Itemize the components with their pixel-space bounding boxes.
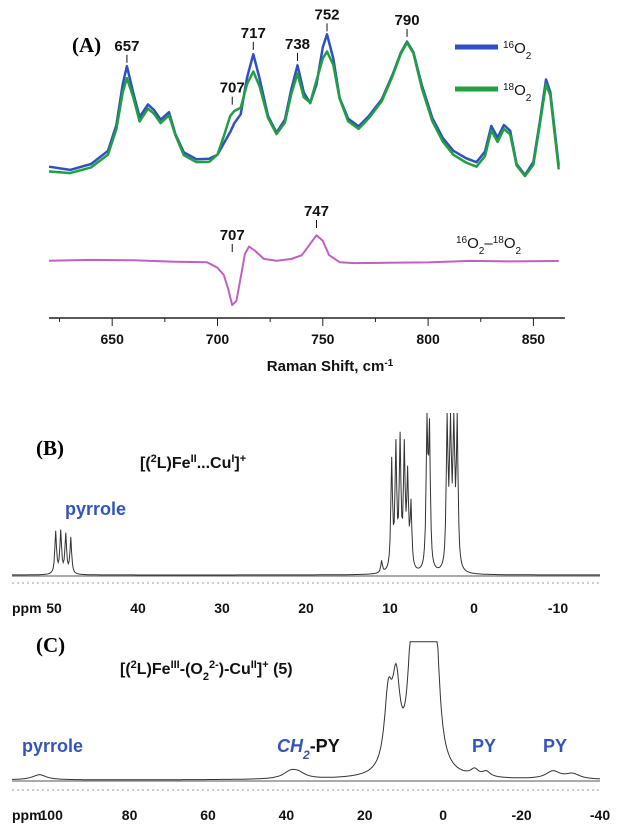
series-line-16o2: [48, 33, 560, 177]
x-tick-label-850: 850: [522, 331, 546, 347]
ppm-tick-label-30: 30: [214, 600, 230, 616]
ppm-tick-label-neg10: -10: [548, 600, 568, 616]
c-t8: II: [251, 659, 257, 671]
legend-16o2-iso: 16: [503, 40, 515, 51]
diff-dash: –: [484, 235, 493, 252]
ppm-tick-label-neg20: -20: [511, 807, 531, 823]
diff-a-el: O: [467, 235, 479, 252]
ch2-py: -PY: [310, 736, 340, 756]
panel-c-py-label-1: PY: [472, 736, 496, 756]
peak-label-752: 752: [314, 6, 339, 23]
series-line-18o2: [48, 41, 560, 178]
ppm-tick-label-20: 20: [298, 600, 314, 616]
diff-a-sub: 2: [479, 246, 485, 257]
nmr-trace: [12, 641, 600, 781]
legend-16o2-sub: 2: [526, 51, 532, 62]
ppm-tick-label-0: 0: [439, 807, 447, 823]
x-tick-label-650: 650: [101, 331, 125, 347]
peak-label-717: 717: [241, 25, 266, 42]
peak-label-657: 657: [114, 38, 139, 55]
c-t9: ]: [257, 661, 262, 678]
x-title-sup: -1: [384, 358, 393, 369]
c-t2: L)Fe: [137, 661, 171, 678]
peak-label-747-diff: 747: [304, 203, 329, 220]
series-line-16o218o2: [48, 234, 559, 307]
ppm-tick-label-10: 10: [382, 600, 398, 616]
panel-b-pyrrole-label: pyrrole: [65, 499, 126, 519]
difference-label: 16O2–18O2: [456, 235, 522, 257]
ppm-tick-label-neg40: -40: [590, 807, 610, 823]
panel-c-pyrrole-label: pyrrole: [22, 736, 83, 756]
peak-label-790: 790: [395, 12, 420, 29]
panel-c-compound-title: [(2L)FeIII-(O22-)-CuII]+ (5): [120, 659, 293, 683]
c-t5: 2: [203, 671, 209, 683]
c-t0: [(: [120, 661, 131, 678]
diff-b-iso: 18: [493, 235, 505, 246]
x-tick-label-750: 750: [311, 331, 335, 347]
c-t4: -(O: [180, 661, 203, 678]
x-tick-label-800: 800: [416, 331, 440, 347]
legend-label-16o2: 16O2: [503, 40, 532, 62]
legend: 16O2 18O2: [455, 40, 532, 104]
c-t10: +: [262, 659, 268, 671]
panel-b: (B) [(2L)FeII...CuI]+ pyrrole ppm 50 40 30…: [12, 412, 600, 616]
b-t2: L)Fe: [157, 455, 191, 472]
legend-18o2-iso: 18: [503, 82, 515, 93]
ppm-tick-label-40: 40: [130, 600, 146, 616]
peak-label-707: 707: [220, 80, 245, 97]
legend-label-18o2: 18O2: [503, 82, 532, 104]
panel-a-x-ticks: 650 700 750 800 850: [59, 318, 546, 347]
c-t3: III: [171, 659, 180, 671]
b-t7: +: [240, 453, 246, 465]
b-t6: ]: [234, 455, 239, 472]
b-t4: ...Cu: [197, 455, 232, 472]
ch2-ch: CH: [277, 736, 304, 756]
legend-18o2-el: O: [514, 82, 526, 99]
diff-b-el: O: [504, 235, 516, 252]
panel-b-spectrum: [12, 412, 600, 577]
peak-label-707-diff: 707: [220, 227, 245, 244]
panel-c-ppm-label: ppm: [12, 807, 42, 823]
panel-b-ppm-label: ppm: [12, 600, 42, 616]
ppm-tick-label-0: 0: [470, 600, 478, 616]
panel-c-spectrum: [12, 641, 600, 782]
ppm-tick-label-40: 40: [279, 807, 295, 823]
b-t3: II: [191, 453, 197, 465]
panel-c: (C) [(2L)FeIII-(O22-)-CuII]+ (5) pyrrole…: [12, 633, 610, 823]
ppm-tick-label-100: 100: [40, 807, 64, 823]
panel-c-label: (C): [36, 633, 65, 657]
panel-b-compound-title: [(2L)FeII...CuI]+: [140, 453, 246, 472]
ppm-tick-label-50: 50: [46, 600, 62, 616]
ppm-tick-label-20: 20: [357, 807, 373, 823]
legend-18o2-sub: 2: [526, 93, 532, 104]
c-t6: 2-: [209, 659, 219, 671]
panel-c-x-ticks: 100 80 60 40 20 0 -20 -40: [40, 807, 611, 823]
panel-a-label: (A): [72, 33, 101, 57]
c-t11: (5): [269, 661, 293, 678]
ppm-tick-label-60: 60: [200, 807, 216, 823]
c-t7: )-Cu: [219, 661, 251, 678]
ppm-tick-label-80: 80: [122, 807, 138, 823]
ch2-sub: 2: [302, 748, 310, 762]
b-t5: I: [231, 453, 234, 465]
nmr-trace: [12, 412, 600, 576]
c-t1: 2: [131, 659, 137, 671]
x-title-main: Raman Shift, cm: [267, 358, 385, 375]
panel-b-label: (B): [36, 436, 64, 460]
peak-label-738: 738: [285, 36, 310, 53]
b-t0: [(: [140, 455, 151, 472]
diff-b-sub: 2: [516, 246, 522, 257]
panel-a-x-axis-title: Raman Shift, cm-1: [267, 358, 394, 376]
panel-c-ch2-py-label: CH2-PY: [277, 736, 340, 762]
x-tick-label-700: 700: [206, 331, 230, 347]
panel-a-series: [48, 33, 560, 307]
panel-b-x-ticks: 50 40 30 20 10 0 -10: [46, 600, 568, 616]
panel-c-py-label-2: PY: [543, 736, 567, 756]
legend-16o2-el: O: [514, 40, 526, 57]
diff-a-iso: 16: [456, 235, 468, 246]
b-t1: 2: [151, 453, 157, 465]
